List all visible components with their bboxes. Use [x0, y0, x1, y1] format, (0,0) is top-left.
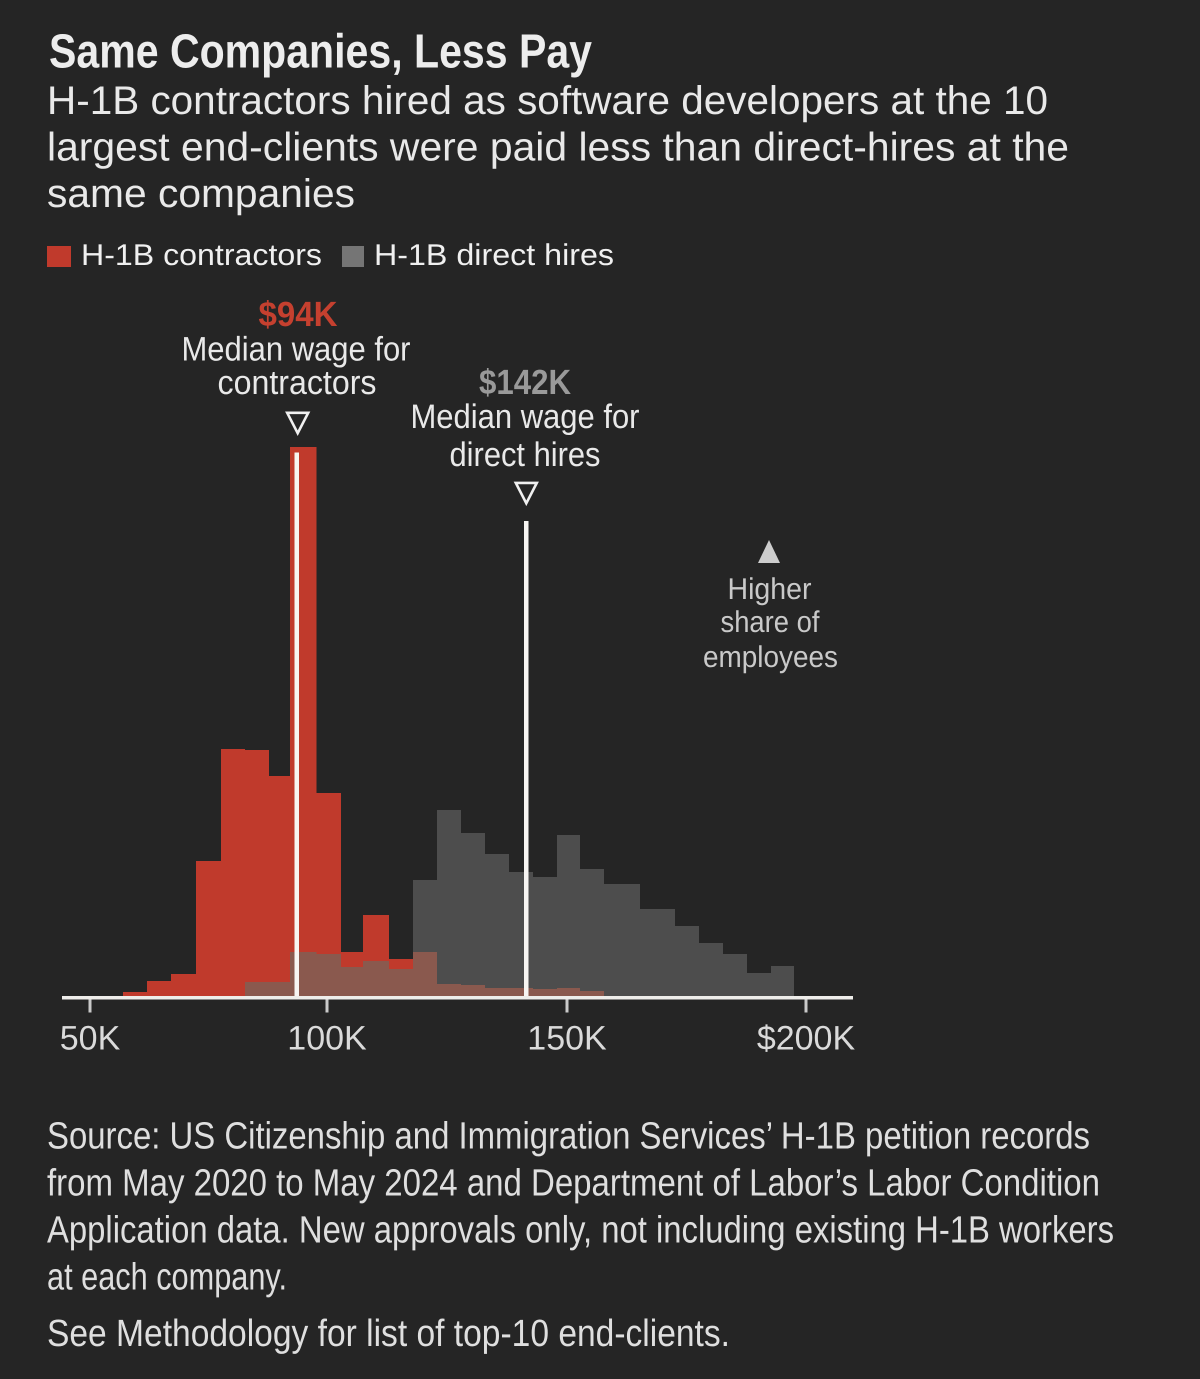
svg-text:share of: share of [721, 606, 821, 639]
svg-text:See Methodology for list of to: See Methodology for list of top-10 end-c… [47, 1313, 730, 1355]
svg-text:same companies: same companies [47, 172, 355, 216]
svg-text:150K: 150K [527, 1020, 607, 1058]
svg-text:Same Companies, Less Pay: Same Companies, Less Pay [49, 26, 592, 79]
svg-text:Median wage for: Median wage for [182, 331, 411, 369]
svg-text:contractors: contractors [218, 364, 377, 402]
svg-text:Median wage for: Median wage for [411, 398, 640, 436]
svg-text:Higher: Higher [728, 573, 812, 606]
svg-text:from May 2020 to May 2024 and: from May 2020 to May 2024 and Department… [47, 1163, 1100, 1205]
svg-text:50K: 50K [60, 1020, 121, 1058]
svg-text:H-1B contractors: H-1B contractors [81, 239, 322, 272]
svg-text:H-1B contractors hired as soft: H-1B contractors hired as software devel… [47, 79, 1048, 123]
svg-text:employees: employees [703, 641, 838, 674]
svg-text:Source: US Citizenship and Imm: Source: US Citizenship and Immigration S… [47, 1116, 1090, 1158]
svg-text:100K: 100K [287, 1020, 367, 1058]
svg-text:at each company.: at each company. [47, 1257, 287, 1299]
svg-text:largest end-clients were paid: largest end-clients were paid less than … [47, 126, 1069, 170]
svg-text:direct hires: direct hires [450, 436, 601, 474]
svg-text:$94K: $94K [259, 295, 338, 334]
svg-text:H-1B direct hires: H-1B direct hires [374, 239, 614, 272]
svg-text:Application data. New approval: Application data. New approvals only, no… [47, 1210, 1114, 1252]
svg-text:$200K: $200K [757, 1020, 856, 1058]
svg-text:$142K: $142K [479, 363, 571, 402]
